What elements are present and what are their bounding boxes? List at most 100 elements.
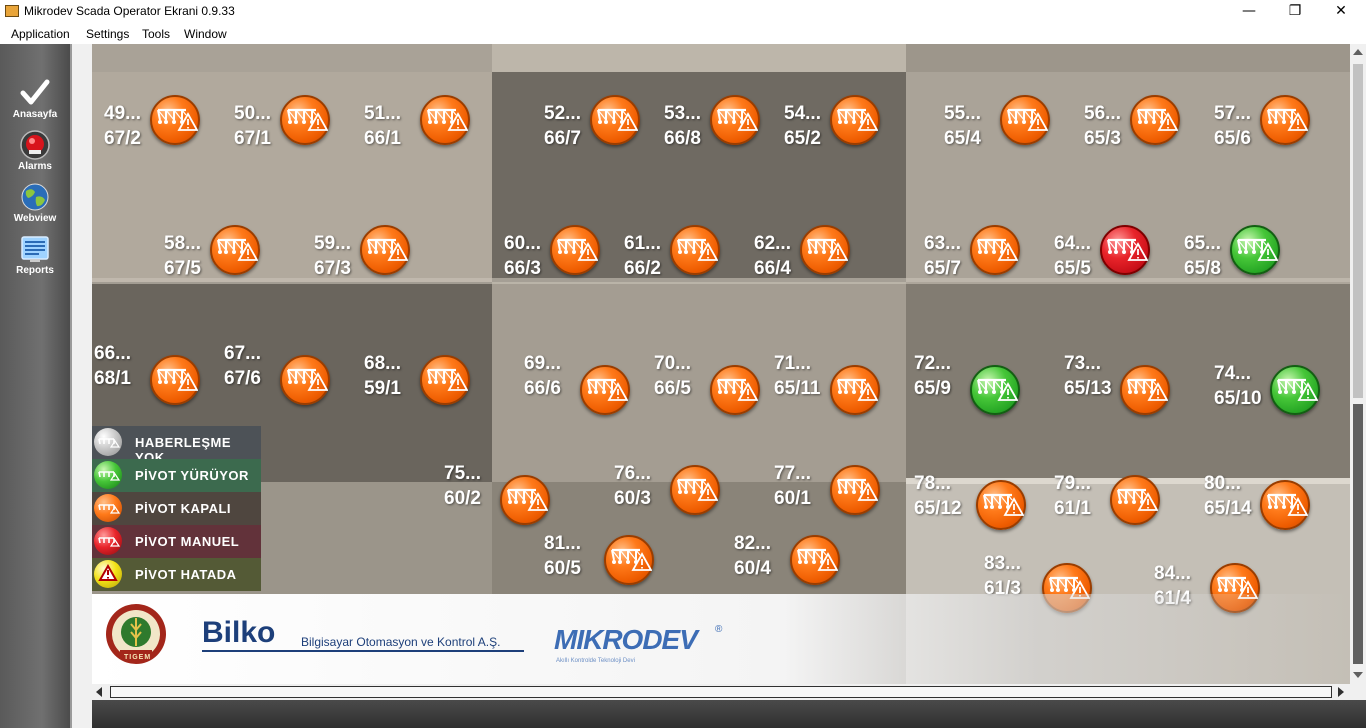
pivot-status-button[interactable] bbox=[1120, 365, 1170, 415]
pivot-status-button[interactable] bbox=[830, 95, 880, 145]
pivot-status-button[interactable] bbox=[420, 355, 470, 405]
pivot-status-button[interactable] bbox=[670, 225, 720, 275]
title-bar: Mikrodev Scada Operator Ekrani 0.9.33 — … bbox=[0, 0, 1366, 24]
pivot-label: 77... 60/1 bbox=[774, 461, 811, 511]
pivot-label: 74... 65/10 bbox=[1214, 361, 1262, 411]
pivot-status-button[interactable] bbox=[976, 480, 1026, 530]
pivot-code: 65/6 bbox=[1214, 128, 1251, 149]
pivot-code: 67/5 bbox=[164, 258, 201, 279]
horizontal-scroll-track[interactable] bbox=[110, 686, 1332, 698]
pivot-status-button[interactable] bbox=[1260, 95, 1310, 145]
pivot-label: 50... 67/1 bbox=[234, 101, 271, 151]
pivot-status-button[interactable] bbox=[500, 475, 550, 525]
pivot-name: 81... bbox=[544, 533, 581, 554]
pivot-code: 60/3 bbox=[614, 488, 651, 509]
pivot-name: 64... bbox=[1054, 233, 1091, 254]
mikrodev-tagline: Akıllı Kontrolde Teknoloji Devi bbox=[556, 658, 635, 664]
pivot-code: 67/6 bbox=[224, 368, 261, 389]
restore-button[interactable]: ❐ bbox=[1288, 3, 1302, 19]
pivot-name: 59... bbox=[314, 233, 351, 254]
pivot-status-button[interactable] bbox=[280, 95, 330, 145]
legend-row-running: PİVOT YÜRÜYOR bbox=[92, 459, 261, 492]
pivot-code: 65/9 bbox=[914, 378, 951, 399]
pivot-status-button[interactable] bbox=[1230, 225, 1280, 275]
pivot-name: 82... bbox=[734, 533, 771, 554]
scroll-up-arrow-icon[interactable] bbox=[1353, 49, 1363, 55]
pivot-label: 75... 60/2 bbox=[444, 461, 481, 511]
vertical-scrollbar[interactable] bbox=[1350, 44, 1366, 684]
scroll-right-arrow-icon[interactable] bbox=[1338, 687, 1344, 697]
pivot-name: 62... bbox=[754, 233, 791, 254]
pivot-label: 54... 65/2 bbox=[784, 101, 821, 151]
pivot-code: 60/4 bbox=[734, 558, 771, 579]
pivot-status-button[interactable] bbox=[830, 365, 880, 415]
sidebar-item-anasayfa[interactable]: Anasayfa bbox=[0, 78, 70, 120]
pivot-status-button[interactable] bbox=[790, 535, 840, 585]
pivot-label: 60... 66/3 bbox=[504, 231, 541, 281]
pivot-name: 52... bbox=[544, 103, 581, 124]
pivot-status-button[interactable] bbox=[420, 95, 470, 145]
pivot-status-button[interactable] bbox=[710, 95, 760, 145]
pivot-name: 72... bbox=[914, 353, 951, 374]
horizontal-scrollbar[interactable] bbox=[92, 684, 1350, 700]
vertical-scroll-thumb-lower[interactable] bbox=[1353, 404, 1363, 664]
pivot-label: 58... 67/5 bbox=[164, 231, 201, 281]
status-legend: HABERLEŞME YOK PİVOT YÜRÜYOR PİVOT KAPAL… bbox=[92, 426, 261, 591]
pivot-name: 74... bbox=[1214, 363, 1251, 384]
pivot-name: 53... bbox=[664, 103, 701, 124]
app-icon bbox=[5, 5, 19, 17]
pivot-status-button[interactable] bbox=[550, 225, 600, 275]
menu-settings[interactable]: Settings bbox=[86, 27, 130, 41]
globe-icon bbox=[20, 182, 50, 212]
tigem-logo: TIGEM bbox=[104, 602, 168, 668]
pivot-label: 76... 60/3 bbox=[614, 461, 651, 511]
pivot-label: 82... 60/4 bbox=[734, 531, 771, 581]
pivot-status-button[interactable] bbox=[580, 365, 630, 415]
sidebar-item-reports[interactable]: Reports bbox=[0, 234, 70, 276]
pivot-status-button[interactable] bbox=[1270, 365, 1320, 415]
pivot-status-button[interactable] bbox=[1260, 480, 1310, 530]
pivot-status-button[interactable] bbox=[1000, 95, 1050, 145]
pivot-status-button[interactable] bbox=[710, 365, 760, 415]
pivot-name: 55... bbox=[944, 103, 981, 124]
pivot-status-button[interactable] bbox=[670, 465, 720, 515]
sidebar-item-webview[interactable]: Webview bbox=[0, 182, 70, 224]
pivot-status-button[interactable] bbox=[150, 95, 200, 145]
pivot-status-button[interactable] bbox=[280, 355, 330, 405]
pivot-name: 77... bbox=[774, 463, 811, 484]
pivot-label: 81... 60/5 bbox=[544, 531, 581, 581]
pivot-label: 51... 66/1 bbox=[364, 101, 401, 151]
pivot-status-button[interactable] bbox=[1110, 475, 1160, 525]
pivot-status-button[interactable] bbox=[800, 225, 850, 275]
pivot-status-button[interactable] bbox=[1130, 95, 1180, 145]
pivot-status-button[interactable] bbox=[970, 365, 1020, 415]
pivot-name: 65... bbox=[1184, 233, 1221, 254]
pivot-status-button[interactable] bbox=[970, 225, 1020, 275]
pivot-name: 49... bbox=[104, 103, 141, 124]
pivot-code: 60/2 bbox=[444, 488, 481, 509]
pivot-label: 63... 65/7 bbox=[924, 231, 961, 281]
pivot-status-button[interactable] bbox=[590, 95, 640, 145]
minimize-button[interactable]: — bbox=[1242, 3, 1256, 19]
pivot-status-button[interactable] bbox=[210, 225, 260, 275]
mikrodev-registered: ® bbox=[715, 624, 723, 635]
scroll-down-arrow-icon[interactable] bbox=[1353, 672, 1363, 678]
menu-window[interactable]: Window bbox=[184, 27, 227, 41]
pivot-code: 61/3 bbox=[984, 578, 1021, 599]
menu-tools[interactable]: Tools bbox=[142, 27, 171, 41]
pivot-status-button[interactable] bbox=[1100, 225, 1150, 275]
close-button[interactable]: ✕ bbox=[1335, 3, 1347, 19]
pivot-status-button[interactable] bbox=[360, 225, 410, 275]
pivot-code: 68/1 bbox=[94, 368, 131, 389]
pivot-status-button[interactable] bbox=[150, 355, 200, 405]
sidebar-item-alarms[interactable]: Alarms bbox=[0, 130, 70, 172]
pivot-status-button[interactable] bbox=[604, 535, 654, 585]
scroll-left-arrow-icon[interactable] bbox=[96, 687, 102, 697]
menu-application[interactable]: Application bbox=[11, 27, 70, 41]
pivot-name: 51... bbox=[364, 103, 401, 124]
pivot-mini-icon bbox=[98, 438, 121, 448]
pivot-code: 67/1 bbox=[234, 128, 271, 149]
vertical-scroll-thumb[interactable] bbox=[1353, 64, 1363, 398]
pivot-status-button[interactable] bbox=[830, 465, 880, 515]
pivot-name: 73... bbox=[1064, 353, 1101, 374]
